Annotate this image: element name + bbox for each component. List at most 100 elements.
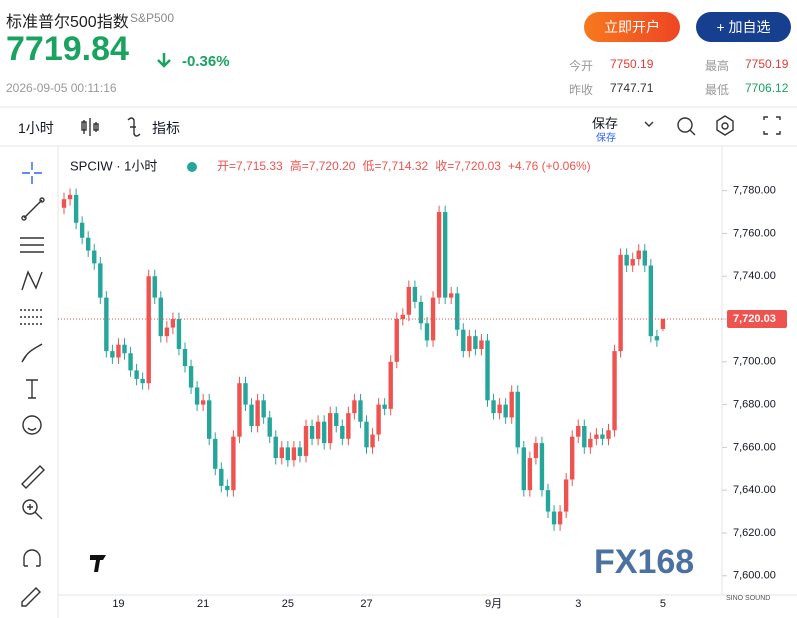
save-button[interactable]: 保存 (592, 116, 619, 131)
candle-body (594, 434, 599, 439)
candle-body (388, 361, 393, 409)
x-tick-label: 21 (197, 598, 209, 610)
candle-body (340, 425, 345, 439)
candle-body (636, 250, 641, 260)
candle-body (545, 490, 551, 512)
left-tools[interactable] (20, 162, 45, 607)
y-tick-label: 7,760.00 (733, 227, 776, 239)
candle-body (533, 443, 539, 459)
candle-body (612, 351, 617, 431)
down-arrow (157, 53, 171, 68)
candle-body (98, 263, 103, 298)
candle-body (400, 314, 405, 320)
candle-body (249, 404, 254, 426)
candle-body (654, 336, 660, 341)
watchlist-button[interactable]: + 加自选 (696, 12, 791, 42)
open-account-button[interactable]: 立即开户 (584, 12, 680, 42)
candle-body (104, 297, 109, 352)
top-tools[interactable] (81, 115, 781, 137)
candle-body (86, 237, 91, 251)
price-tag-label: 7,720.03 (733, 313, 776, 325)
candle-body (424, 323, 430, 341)
candle-body (442, 212, 448, 298)
candle-body (110, 351, 115, 358)
stat-label: 最高 (705, 59, 730, 73)
candle-body (515, 391, 520, 448)
candle-body (176, 319, 182, 349)
x-tick-label: 9月 (485, 598, 502, 610)
watermark-sub: SINO SOUND (726, 595, 770, 602)
candle-body (576, 425, 581, 437)
candle-body (497, 404, 502, 414)
candle-body (485, 340, 490, 401)
candle-body (358, 400, 363, 422)
price-tag (727, 309, 787, 328)
candle-body (521, 447, 526, 491)
candle-body (67, 194, 73, 200)
candle-body (321, 421, 327, 444)
stat-label: 今开 (569, 59, 594, 73)
x-tick-label: 3 (575, 598, 581, 610)
candle-body (334, 413, 339, 426)
candle-body (491, 400, 496, 414)
candle-body (213, 438, 218, 469)
candle-body (406, 286, 412, 315)
candle-body (455, 293, 460, 330)
x-tick-label: 27 (360, 598, 372, 610)
y-tick-label: 7,740.00 (733, 270, 776, 282)
interval-button[interactable]: 1小时 (18, 120, 54, 136)
candle-body (297, 447, 303, 456)
candle-body (660, 318, 666, 330)
candle-body (116, 344, 121, 358)
stat-value: 7747.71 (610, 81, 654, 95)
candle-body (79, 222, 85, 238)
candle-body (394, 319, 399, 362)
stat-value: 7750.19 (610, 57, 654, 71)
candle-body (624, 254, 629, 266)
indicators-button[interactable]: 指标 (152, 120, 180, 136)
stat-label: 最低 (705, 83, 730, 97)
timestamp: 2026-09-05 00:11:16 (6, 81, 117, 95)
candle-body (473, 336, 478, 349)
candle-body (170, 319, 176, 328)
candle-body (182, 348, 188, 367)
candle-body (200, 400, 206, 405)
legend-value: 低=7,714.32 (362, 159, 428, 173)
candle-body (225, 485, 230, 491)
candle-body (328, 413, 333, 444)
candle-body (642, 250, 647, 266)
candle-body (134, 370, 139, 379)
candle-body (152, 276, 157, 298)
candle-body (243, 383, 248, 405)
candle-body (461, 329, 466, 352)
candle-body (92, 250, 97, 264)
candle-body (479, 340, 484, 349)
candle-body (267, 417, 272, 437)
y-tick-label: 7,600.00 (733, 570, 776, 582)
watermark: FX168 (594, 543, 694, 581)
candle-body (219, 468, 224, 486)
status-dot (187, 162, 197, 172)
candle-body (570, 436, 575, 480)
tv-logo (90, 555, 106, 572)
x-tick-label: 5 (660, 598, 666, 610)
stat-value: 7750.19 (745, 57, 789, 71)
candle-body (352, 400, 357, 414)
candle-body (255, 400, 260, 426)
candle-body (303, 425, 309, 456)
y-tick-label: 7,620.00 (733, 527, 776, 539)
legend-value: 高=7,720.20 (290, 158, 356, 173)
y-tick-label: 7,700.00 (733, 356, 776, 368)
candle-body (273, 436, 278, 459)
candle-body (194, 387, 200, 405)
price: 7719.84 (6, 30, 129, 68)
candle-body (582, 425, 587, 448)
candle-body (279, 447, 284, 459)
candle-body (188, 366, 194, 388)
candle-body (122, 344, 127, 354)
candle-body (261, 400, 266, 418)
candle-body (376, 404, 381, 435)
candle-body (527, 458, 533, 491)
